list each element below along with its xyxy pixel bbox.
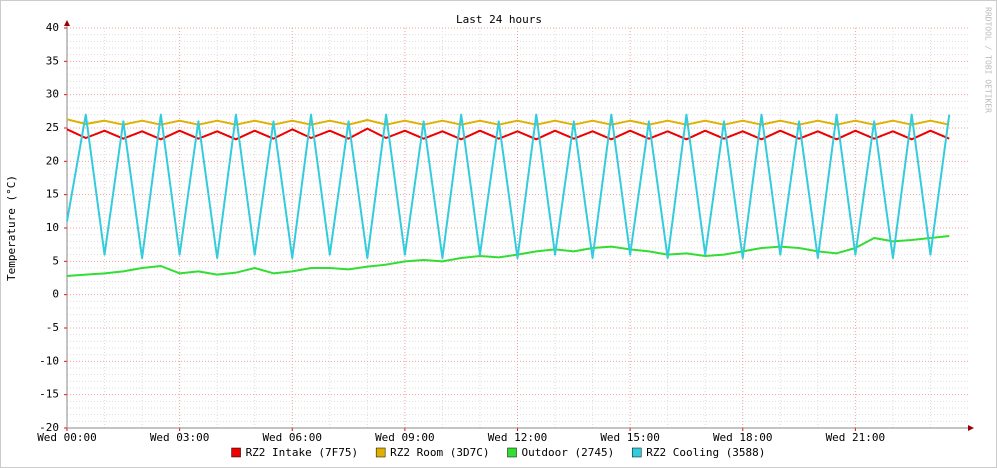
legend-swatch	[231, 447, 241, 458]
legend-swatch	[631, 447, 642, 458]
y-tick-label: 0	[52, 288, 59, 301]
x-tick-label: Wed 03:00	[150, 431, 210, 444]
series-line	[66, 118, 950, 126]
x-tick-label: Wed 12:00	[488, 431, 548, 444]
y-tick-label: 5	[52, 254, 59, 267]
y-axis-arrow	[64, 20, 70, 26]
y-tick-label: -10	[39, 354, 59, 367]
series-line	[66, 113, 951, 259]
legend-label: RZ2 Room (3D7C)	[390, 446, 489, 459]
x-tick-label: Wed 15:00	[600, 431, 660, 444]
y-tick-label: -15	[39, 388, 59, 401]
y-tick-label: 25	[46, 121, 59, 134]
x-tick-label: Wed 09:00	[375, 431, 435, 444]
y-tick-label: 10	[46, 221, 59, 234]
x-tick-label: Wed 18:00	[713, 431, 773, 444]
watermark: RRDTOOL / TOBI OETIKER	[984, 7, 993, 113]
y-tick-label: -20	[39, 421, 59, 434]
x-tick-label: Wed 06:00	[262, 431, 322, 444]
legend-label: RZ2 Cooling (3588)	[646, 446, 765, 459]
y-tick-label: -5	[46, 321, 59, 334]
y-tick-label: 35	[46, 54, 59, 67]
legend-swatch	[375, 447, 386, 458]
series-line	[66, 235, 950, 277]
legend: RZ2 Intake (7F75) RZ2 Room (3D7C) Outdoor …	[231, 446, 765, 459]
y-tick-label: 15	[46, 188, 59, 201]
y-tick-label: 20	[46, 154, 59, 167]
y-tick-label: 30	[46, 88, 59, 101]
legend-label: Outdoor (2745)	[522, 446, 615, 459]
y-axis-label: Temperature (°C)	[5, 175, 18, 281]
x-axis-arrow	[968, 425, 974, 431]
chart-title: Last 24 hours	[456, 13, 542, 26]
legend-swatch	[507, 447, 517, 458]
y-tick-label: 40	[46, 21, 59, 34]
legend-label: RZ2 Intake (7F75)	[246, 446, 359, 459]
x-tick-label: Wed 21:00	[826, 431, 886, 444]
x-tick-label: Wed 00:00	[37, 431, 97, 444]
